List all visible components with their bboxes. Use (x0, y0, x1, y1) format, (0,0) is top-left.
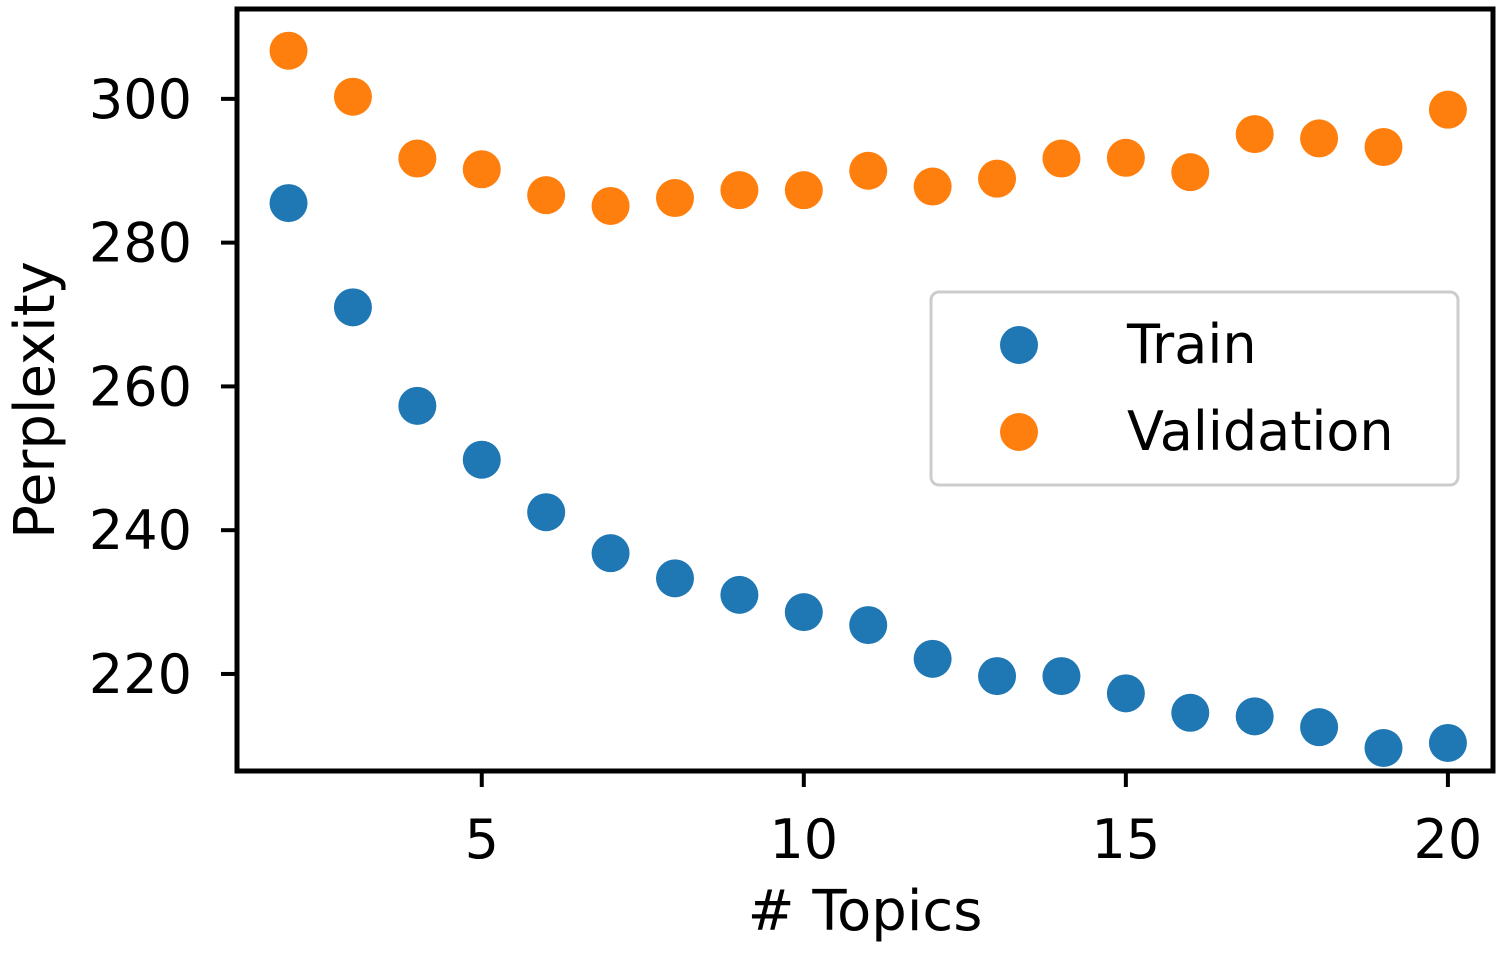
legend-frame (929, 290, 1460, 487)
data-point-train (1428, 723, 1467, 762)
data-point-train (462, 440, 501, 479)
legend-marker-validation (1000, 413, 1038, 451)
data-point-validation (1171, 153, 1210, 192)
data-point-train (784, 593, 823, 632)
x-tick-label: 10 (769, 808, 838, 871)
data-point-train (333, 288, 372, 327)
data-point-validation (655, 179, 694, 218)
data-point-train (849, 606, 888, 645)
data-point-validation (978, 159, 1017, 198)
data-point-validation (784, 171, 823, 210)
data-point-train (1106, 674, 1145, 713)
y-tick-label: 300 (89, 68, 192, 131)
data-point-validation (462, 150, 501, 189)
y-axis-label: Perplexity (3, 261, 68, 539)
data-point-validation (849, 151, 888, 190)
legend-label-train: Train (1126, 313, 1257, 376)
x-axis-label: # Topics (748, 879, 983, 944)
y-tick-label: 260 (89, 355, 192, 418)
data-point-validation (1364, 128, 1403, 167)
data-point-train (398, 386, 437, 425)
data-point-train (1042, 657, 1081, 696)
legend: Train Validation (929, 290, 1460, 487)
y-tick-label: 220 (89, 643, 192, 706)
data-point-train (1171, 693, 1210, 732)
x-tick-label: 20 (1414, 808, 1483, 871)
data-point-validation (1042, 139, 1081, 178)
legend-label-validation: Validation (1127, 400, 1394, 463)
data-point-validation (333, 77, 372, 116)
points-layer (269, 31, 1467, 767)
plot-frame (234, 6, 1496, 774)
data-point-train (527, 493, 566, 532)
data-point-train (591, 534, 630, 573)
data-point-train (1300, 708, 1339, 747)
legend-marker-train (1000, 326, 1038, 364)
data-point-train (720, 575, 759, 614)
data-point-validation (1428, 90, 1467, 129)
x-tick-label: 15 (1092, 808, 1161, 871)
data-point-validation (398, 139, 437, 178)
data-point-validation (527, 176, 566, 215)
ticks-layer: 5 10 15 20 220 240 260 280 300 (89, 68, 1482, 871)
data-point-validation (720, 171, 759, 210)
data-point-validation (913, 167, 952, 206)
data-point-train (1235, 697, 1274, 736)
y-tick-label: 240 (89, 499, 192, 562)
data-point-validation (1106, 138, 1145, 177)
data-point-train (1364, 728, 1403, 767)
data-point-train (655, 559, 694, 598)
data-point-validation (1300, 119, 1339, 158)
data-point-train (913, 639, 952, 678)
x-tick-label: 5 (465, 808, 499, 871)
data-point-validation (1235, 115, 1274, 154)
y-tick-label: 280 (89, 212, 192, 275)
data-point-validation (269, 31, 308, 70)
data-point-train (269, 184, 308, 223)
data-point-train (978, 657, 1017, 696)
data-point-validation (591, 186, 630, 225)
